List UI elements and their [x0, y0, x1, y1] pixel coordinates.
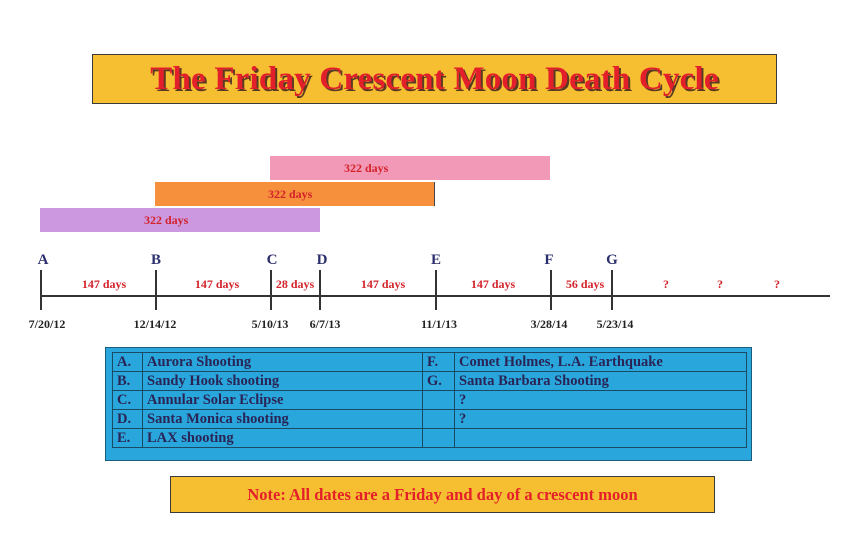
legend-key: B.	[112, 371, 143, 391]
interval-label: ?	[717, 277, 723, 291]
event-letter: F	[544, 252, 554, 268]
interval-label: ?	[663, 277, 669, 291]
timeline-tick-f	[550, 270, 552, 310]
timeline-tick-c	[270, 270, 272, 310]
legend-value: Annular Solar Eclipse	[142, 390, 423, 410]
legend-row: C. Annular Solar Eclipse ?	[112, 390, 747, 410]
legend-key: F.	[422, 352, 455, 372]
span-bar-label: 322 days	[344, 160, 389, 175]
interval-label: 147 days	[360, 277, 406, 291]
event-legend: A. Aurora Shooting F. Comet Holmes, L.A.…	[105, 347, 752, 461]
legend-key: E.	[112, 428, 143, 448]
timeline-tick-g	[611, 270, 613, 310]
legend-key	[422, 390, 455, 410]
event-letter: D	[316, 252, 328, 268]
legend-value: ?	[454, 409, 747, 429]
interval-label: 147 days	[470, 277, 516, 291]
timeline-tick-e	[435, 270, 437, 310]
legend-value	[454, 428, 747, 448]
legend-row: D. Santa Monica shooting ?	[112, 409, 747, 429]
interval-label: 147 days	[81, 277, 127, 291]
event-letter: C	[266, 252, 278, 268]
event-date: 5/10/13	[251, 317, 289, 331]
legend-key: G.	[422, 371, 455, 391]
legend-value: Comet Holmes, L.A. Earthquake	[454, 352, 747, 372]
event-date: 12/14/12	[133, 317, 177, 331]
event-letter: G	[606, 252, 618, 268]
event-date: 11/1/13	[420, 317, 458, 331]
interval-label: 147 days	[194, 277, 240, 291]
note-text: Note: All dates are a Friday and day of …	[247, 484, 638, 504]
interval-label: 28 days	[275, 277, 315, 291]
interval-label: ?	[774, 277, 780, 291]
legend-value: ?	[454, 390, 747, 410]
legend-value: Santa Barbara Shooting	[454, 371, 747, 391]
span-bar-label: 322 days	[268, 186, 313, 201]
span-bar-a-to-d: 322 days	[40, 208, 320, 232]
legend-key	[422, 428, 455, 448]
legend-key: C.	[112, 390, 143, 410]
legend-row: E. LAX shooting	[112, 428, 747, 448]
legend-value: Sandy Hook shooting	[142, 371, 423, 391]
title-banner: The Friday Crescent Moon Death Cycle	[92, 54, 777, 104]
legend-key: D.	[112, 409, 143, 429]
timeline-tick-b	[155, 270, 157, 310]
legend-value: Santa Monica shooting	[142, 409, 423, 429]
legend-row: A. Aurora Shooting F. Comet Holmes, L.A.…	[112, 352, 747, 372]
note-banner: Note: All dates are a Friday and day of …	[170, 476, 715, 513]
event-letter: B	[150, 252, 162, 268]
legend-value: Aurora Shooting	[142, 352, 423, 372]
event-date: 5/23/14	[596, 317, 634, 331]
interval-label: 56 days	[565, 277, 605, 291]
event-letter: A	[37, 252, 49, 268]
legend-row: B. Sandy Hook shooting G. Santa Barbara …	[112, 371, 747, 391]
legend-key	[422, 409, 455, 429]
span-bar-b-to-e: 322 days	[155, 182, 435, 206]
event-letter: E	[430, 252, 442, 268]
page-title: The Friday Crescent Moon Death Cycle	[150, 60, 719, 97]
event-date: 3/28/14	[530, 317, 568, 331]
legend-table: A. Aurora Shooting F. Comet Holmes, L.A.…	[112, 352, 747, 448]
timeline-tick-a	[40, 270, 42, 310]
event-date: 7/20/12	[28, 317, 66, 331]
timeline-tick-d	[319, 270, 321, 310]
event-date: 6/7/13	[309, 317, 341, 331]
span-bar-c-to-f: 322 days	[270, 156, 550, 180]
span-bar-label: 322 days	[144, 212, 189, 227]
legend-value: LAX shooting	[142, 428, 423, 448]
legend-key: A.	[112, 352, 143, 372]
